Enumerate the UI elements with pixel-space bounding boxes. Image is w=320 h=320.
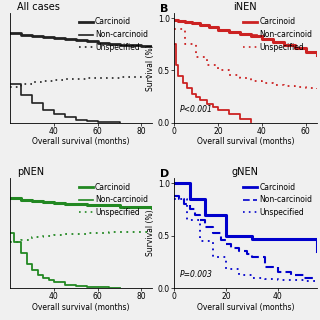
Text: P=0.003: P=0.003 <box>180 270 212 279</box>
Title: gNEN: gNEN <box>232 167 259 177</box>
Y-axis label: Survival (%): Survival (%) <box>146 44 155 91</box>
Text: B: B <box>160 4 168 14</box>
Legend: Carcinoid, Non-carcinoid, Unspecified: Carcinoid, Non-carcinoid, Unspecified <box>78 17 149 53</box>
Title: iNEN: iNEN <box>234 2 257 12</box>
Y-axis label: Survival (%): Survival (%) <box>146 210 155 256</box>
Legend: Carcinoid, Non-carcinoid, Unspecified: Carcinoid, Non-carcinoid, Unspecified <box>78 182 149 218</box>
Text: P<0.001: P<0.001 <box>180 105 212 114</box>
Text: D: D <box>160 169 169 179</box>
Text: pNEN: pNEN <box>17 167 44 177</box>
X-axis label: Overall survival (months): Overall survival (months) <box>196 302 294 312</box>
X-axis label: Overall survival (months): Overall survival (months) <box>32 137 130 147</box>
X-axis label: Overall survival (months): Overall survival (months) <box>32 302 130 312</box>
X-axis label: Overall survival (months): Overall survival (months) <box>196 137 294 147</box>
Legend: Carcinoid, Non-carcinoid, Unspecified: Carcinoid, Non-carcinoid, Unspecified <box>243 17 313 53</box>
Legend: Carcinoid, Non-carcinoid, Unspecified: Carcinoid, Non-carcinoid, Unspecified <box>243 182 313 218</box>
Text: All cases: All cases <box>17 2 60 12</box>
